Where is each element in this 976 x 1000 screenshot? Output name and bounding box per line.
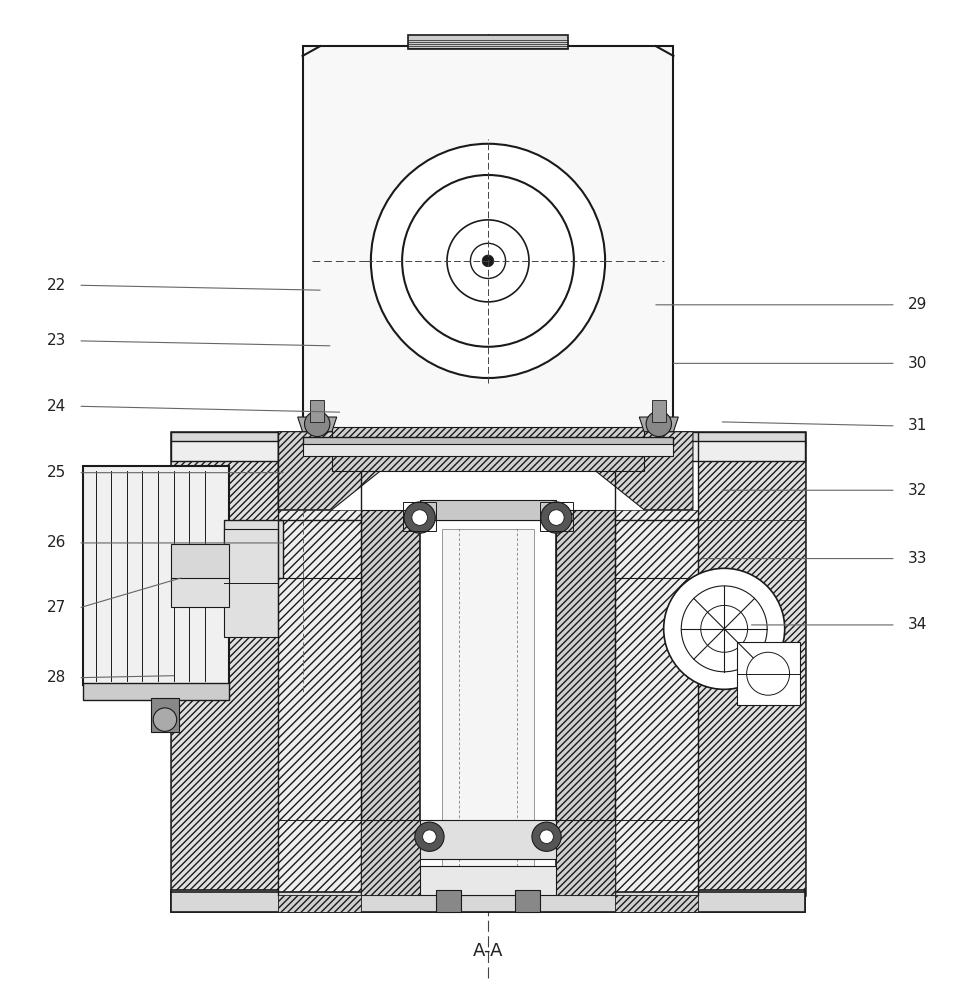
Text: 28: 28: [47, 670, 66, 685]
Circle shape: [371, 144, 605, 378]
Polygon shape: [278, 895, 361, 912]
Circle shape: [470, 243, 506, 278]
Polygon shape: [171, 432, 278, 520]
Bar: [737, 642, 800, 705]
Polygon shape: [278, 432, 381, 510]
Bar: [442, 529, 534, 876]
Bar: [303, 444, 673, 456]
Bar: [310, 400, 324, 422]
Circle shape: [482, 255, 494, 267]
Polygon shape: [361, 820, 420, 895]
Bar: [171, 578, 229, 607]
Circle shape: [447, 220, 529, 302]
Bar: [408, 35, 568, 49]
Text: 33: 33: [908, 551, 927, 566]
Polygon shape: [556, 820, 615, 895]
Polygon shape: [615, 510, 698, 895]
Bar: [224, 520, 283, 578]
Polygon shape: [639, 417, 678, 432]
Bar: [420, 820, 556, 859]
Text: A-A: A-A: [472, 942, 504, 960]
Circle shape: [540, 830, 553, 844]
Polygon shape: [298, 417, 337, 432]
Circle shape: [646, 411, 671, 437]
Polygon shape: [595, 432, 693, 510]
Text: 30: 30: [908, 356, 927, 371]
Circle shape: [664, 568, 785, 689]
Polygon shape: [698, 520, 805, 895]
Text: 34: 34: [908, 617, 927, 632]
Bar: [436, 890, 461, 912]
Bar: [420, 866, 556, 895]
Circle shape: [412, 510, 427, 525]
Circle shape: [681, 586, 767, 672]
Polygon shape: [171, 520, 278, 895]
Circle shape: [701, 605, 748, 652]
Text: 25: 25: [47, 465, 66, 480]
Text: 22: 22: [47, 278, 66, 293]
Bar: [171, 432, 805, 895]
Circle shape: [747, 652, 790, 695]
Polygon shape: [278, 510, 361, 895]
Bar: [303, 46, 673, 446]
Circle shape: [423, 830, 436, 844]
Text: 23: 23: [47, 333, 66, 348]
Bar: [224, 529, 278, 637]
Text: 24: 24: [47, 399, 66, 414]
Bar: [303, 437, 673, 446]
Bar: [83, 466, 229, 685]
Bar: [171, 892, 805, 912]
Bar: [420, 510, 556, 895]
Bar: [332, 427, 644, 471]
Bar: [171, 890, 805, 912]
Bar: [442, 871, 534, 895]
Text: 26: 26: [47, 535, 66, 550]
Bar: [652, 400, 666, 422]
Bar: [171, 441, 805, 461]
Text: 27: 27: [47, 600, 66, 615]
Bar: [171, 544, 229, 583]
Circle shape: [532, 822, 561, 851]
Circle shape: [549, 510, 564, 525]
Bar: [403, 502, 436, 531]
Polygon shape: [361, 510, 420, 895]
Bar: [420, 500, 556, 520]
Text: 29: 29: [908, 297, 927, 312]
Bar: [515, 890, 540, 912]
Circle shape: [153, 708, 177, 731]
Circle shape: [404, 502, 435, 533]
Bar: [151, 698, 179, 732]
Circle shape: [305, 411, 330, 437]
Bar: [171, 432, 805, 446]
Text: 31: 31: [908, 418, 927, 433]
Bar: [540, 502, 573, 531]
Text: 32: 32: [908, 483, 927, 498]
Polygon shape: [615, 895, 698, 912]
Polygon shape: [698, 432, 805, 520]
Bar: [83, 683, 229, 700]
Polygon shape: [556, 510, 615, 895]
Circle shape: [402, 175, 574, 347]
Circle shape: [541, 502, 572, 533]
Circle shape: [415, 822, 444, 851]
